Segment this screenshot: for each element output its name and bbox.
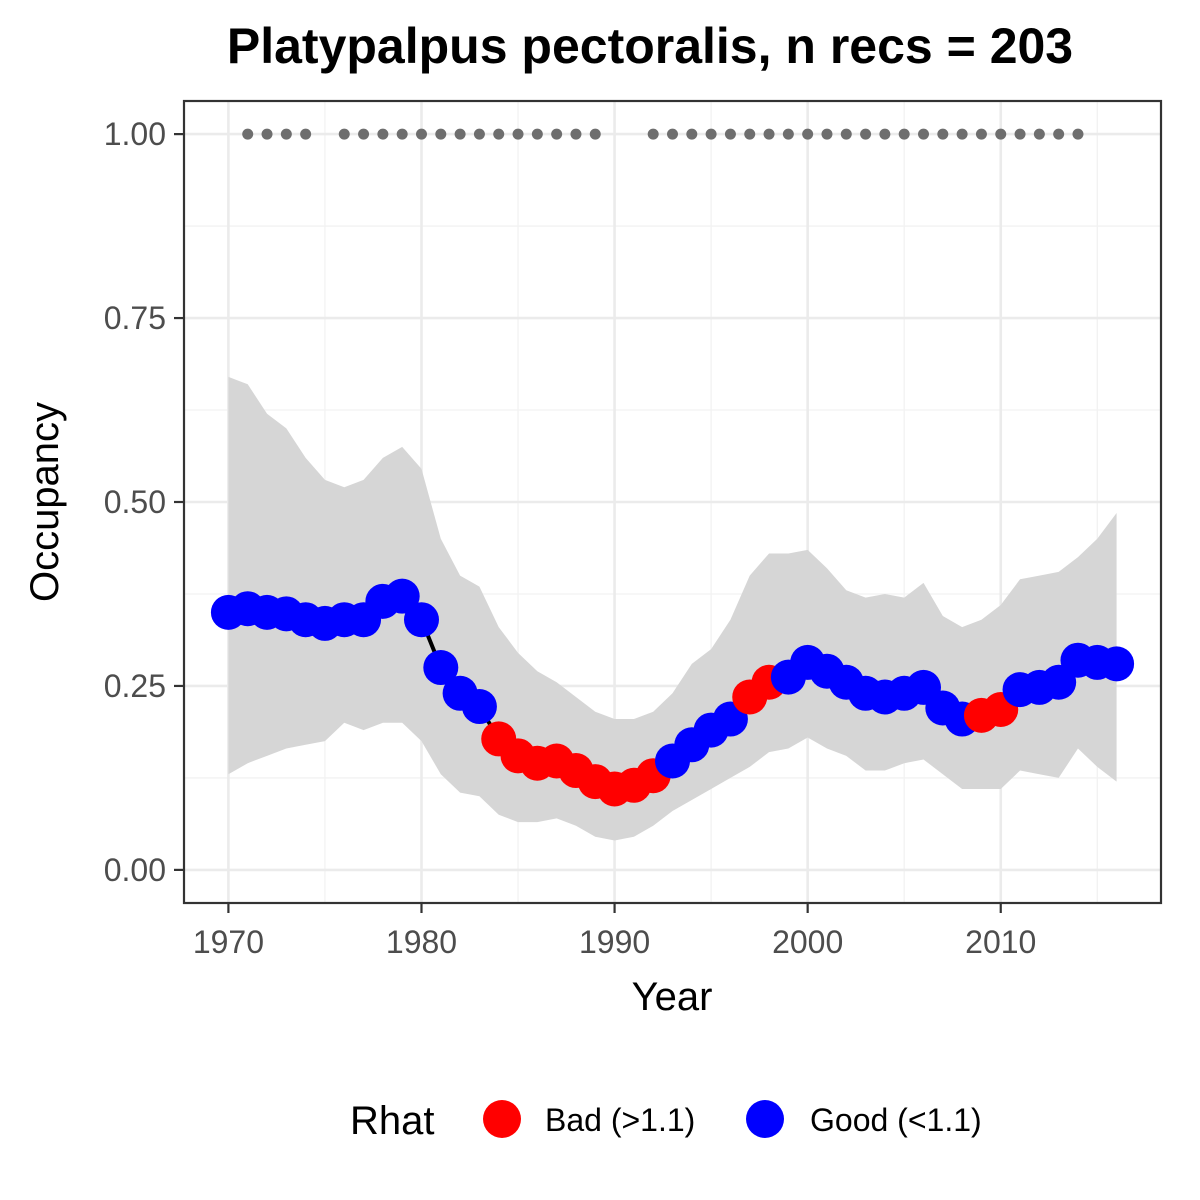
record-dot — [860, 128, 872, 140]
record-dot — [879, 128, 891, 140]
occupancy-point — [384, 578, 420, 614]
record-dot — [1033, 128, 1045, 140]
record-dot — [918, 128, 930, 140]
record-dot — [396, 128, 408, 140]
y-axis-title: Occupancy — [23, 402, 67, 602]
record-dot — [995, 128, 1007, 140]
y-tick-label: 0.25 — [104, 668, 166, 704]
record-dot — [724, 128, 736, 140]
record-dot — [280, 128, 292, 140]
record-dot — [956, 128, 968, 140]
record-dot — [705, 128, 717, 140]
record-dot — [435, 128, 447, 140]
x-axis: 1970 1980 1990 2000 2010 — [193, 903, 1036, 960]
record-dot — [242, 128, 254, 140]
record-dots — [242, 128, 1084, 140]
record-dot — [1072, 128, 1084, 140]
record-dot — [493, 128, 505, 140]
record-dot — [377, 128, 389, 140]
y-tick-label: 0.00 — [104, 852, 166, 888]
record-dot — [898, 128, 910, 140]
record-dot — [531, 128, 543, 140]
x-axis-title: Year — [632, 975, 713, 1019]
legend-good-key — [746, 1100, 784, 1138]
record-dot — [473, 128, 485, 140]
chart-title: Platypalpus pectoralis, n recs = 203 — [227, 18, 1073, 74]
record-dot — [782, 128, 794, 140]
occupancy-point — [1099, 646, 1135, 682]
occupancy-point — [423, 650, 459, 686]
record-dot — [821, 128, 833, 140]
x-tick-label: 1970 — [193, 924, 264, 960]
record-dot — [686, 128, 698, 140]
record-dot — [1014, 128, 1026, 140]
record-dot — [512, 128, 524, 140]
legend-good-label: Good (<1.1) — [810, 1102, 982, 1138]
y-tick-label: 0.75 — [104, 300, 166, 336]
x-tick-label: 2000 — [772, 924, 843, 960]
record-dot — [415, 128, 427, 140]
record-dot — [1053, 128, 1065, 140]
record-dot — [570, 128, 582, 140]
record-dot — [802, 128, 814, 140]
record-dot — [744, 128, 756, 140]
legend: Rhat Bad (>1.1) Good (<1.1) — [350, 1099, 982, 1143]
y-tick-label: 0.50 — [104, 484, 166, 520]
record-dot — [454, 128, 466, 140]
record-dot — [840, 128, 852, 140]
occupancy-points — [210, 578, 1135, 807]
y-tick-label: 1.00 — [104, 116, 166, 152]
record-dot — [358, 128, 370, 140]
legend-title: Rhat — [350, 1099, 435, 1143]
occupancy-point — [461, 689, 497, 725]
x-tick-label: 2010 — [965, 924, 1036, 960]
legend-bad-label: Bad (>1.1) — [545, 1102, 695, 1138]
record-dot — [300, 128, 312, 140]
record-dot — [551, 128, 563, 140]
x-tick-label: 1980 — [386, 924, 457, 960]
record-dot — [589, 128, 601, 140]
record-dot — [647, 128, 659, 140]
record-dot — [975, 128, 987, 140]
confidence-ribbon — [228, 376, 1117, 841]
y-axis: 0.00 0.25 0.50 0.75 1.00 — [104, 116, 184, 888]
record-dot — [763, 128, 775, 140]
x-tick-label: 1990 — [579, 924, 650, 960]
record-dot — [937, 128, 949, 140]
record-dot — [667, 128, 678, 140]
legend-bad-key — [483, 1100, 521, 1138]
record-dot — [261, 128, 273, 140]
occupancy-point — [403, 602, 439, 638]
record-dot — [338, 128, 350, 140]
